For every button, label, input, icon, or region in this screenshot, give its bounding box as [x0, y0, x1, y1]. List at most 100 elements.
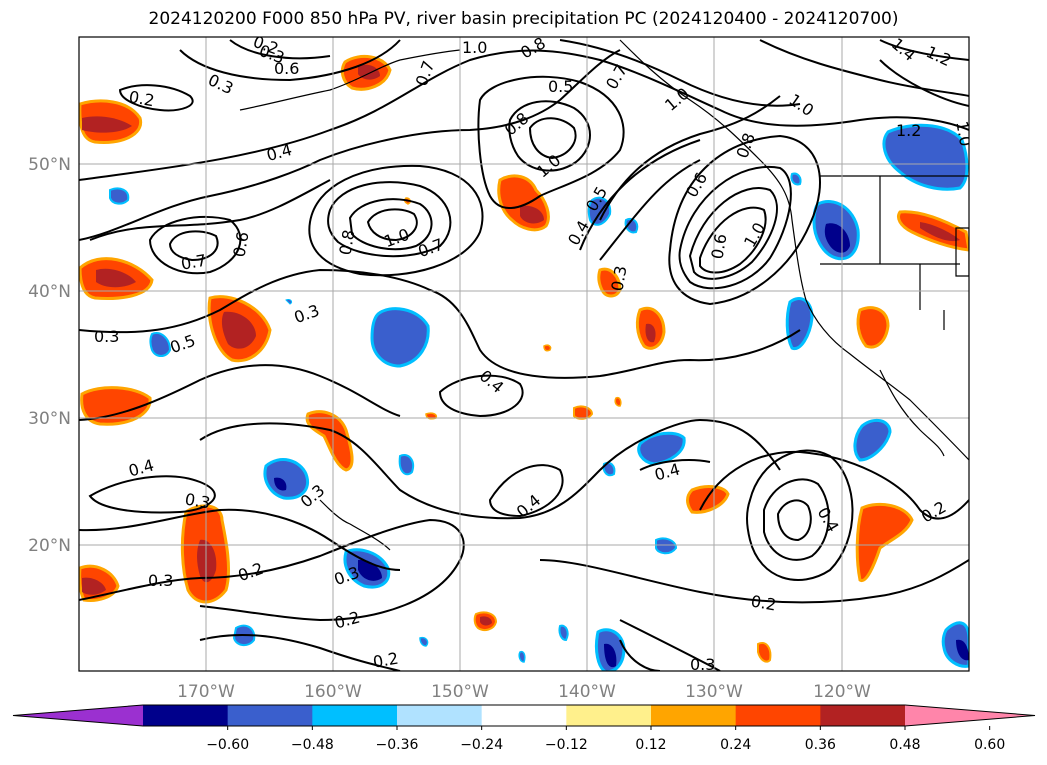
colorbar-tick-label: −0.60 [206, 737, 249, 753]
precip-positive-blob [686, 485, 730, 514]
lat-tick-labels: 20°N 30°N 40°N 50°N [28, 155, 71, 556]
pv-contour [79, 518, 465, 622]
pv-contour [229, 39, 331, 60]
precip-negative-blob [785, 297, 814, 351]
contour-label: 0.8 [517, 33, 549, 62]
contour-label: 1.0 [462, 38, 487, 57]
pv-contour [668, 134, 821, 306]
pv-contour [559, 39, 801, 107]
pv-contour [348, 198, 433, 251]
pv-contour [366, 208, 418, 242]
precip-shading [79, 54, 969, 671]
contour-label: 1.4 [888, 34, 920, 65]
colorbar-swatch [227, 705, 313, 726]
precip-positive-blob [180, 504, 231, 604]
pv-contour [88, 475, 216, 514]
contour-label: 0.2 [918, 497, 950, 526]
precip-negative-blob [109, 172, 802, 663]
precip-positive-blob [473, 611, 498, 631]
precip-positive-blob [757, 642, 772, 663]
colorbar-swatch [397, 705, 483, 726]
contour-label: 0.2 [127, 87, 155, 110]
colorbar-tick-label: 0.48 [889, 737, 920, 753]
precip-positive-blob [897, 210, 969, 252]
pv-contour [199, 418, 781, 520]
state-borders [820, 175, 969, 330]
contour-label: 0.2 [372, 649, 400, 672]
lat-tick-label: 50°N [28, 155, 71, 175]
pv-contour [678, 165, 792, 290]
map-frame [78, 36, 970, 672]
lat-tick-label: 40°N [28, 282, 71, 302]
contour-label: 1.0 [381, 225, 411, 252]
pv-contour [79, 268, 801, 379]
contour-label: 0.8 [732, 130, 759, 160]
pv-contour [199, 633, 401, 671]
contour-label: 0.7 [412, 58, 439, 88]
precip-positive-blob [340, 54, 392, 91]
pv-contour [776, 499, 812, 542]
pv-contour [148, 216, 242, 275]
precip-positive-blob [79, 564, 120, 602]
contour-label: 0.7 [602, 61, 631, 93]
pv-contour [763, 478, 830, 561]
precip-positive-blob [79, 257, 154, 300]
coastlines [239, 39, 969, 551]
precip-positive-blob [497, 174, 550, 232]
pv-contour [619, 639, 661, 671]
pv-contour [528, 117, 577, 160]
lon-tick-label: 170°W [177, 682, 235, 702]
contour-label: 0.7 [180, 251, 208, 274]
lat-tick-label: 20°N [28, 536, 71, 556]
pv-contour [168, 230, 219, 262]
colorbar-tick-label: 0.12 [635, 737, 666, 753]
pv-contour [508, 100, 591, 172]
colorbar-tick-label: −0.36 [376, 737, 419, 753]
colorbar-swatch [566, 705, 652, 726]
gridlines [79, 37, 969, 671]
colorbar-swatch [312, 705, 398, 726]
pv-contour [179, 39, 401, 82]
contour-label: 0.2 [235, 559, 265, 586]
precip-positive-blob [207, 295, 272, 363]
contour-label: 0.3 [690, 655, 715, 674]
precip-negative-blob [941, 621, 969, 668]
contour-label: 0.3 [94, 327, 119, 346]
contour-label: 0.8 [335, 228, 358, 256]
colorbar-swatch [820, 705, 906, 726]
pv-contour [619, 619, 721, 671]
precip-positive-blob [635, 306, 666, 350]
pv-contour [599, 159, 701, 261]
coastline-north-america [619, 39, 969, 461]
contour-label: 0.6 [274, 59, 299, 78]
contour-label: 1.2 [923, 42, 954, 70]
precip-negative-blob [812, 200, 860, 261]
colorbar-tick-label: −0.24 [460, 737, 503, 753]
lon-tick-label: 130°W [685, 682, 743, 702]
pv-contour [79, 364, 401, 421]
contour-label: 0.6 [229, 230, 252, 258]
contour-label: 0.3 [148, 571, 173, 590]
colorbar-swatch [735, 705, 821, 726]
pv-contour [599, 95, 781, 221]
contour-label: 0.7 [415, 235, 445, 262]
pv-contour [79, 508, 401, 571]
colorbar-tick-label: −0.48 [291, 737, 334, 753]
lon-tick-label: 120°W [813, 682, 871, 702]
map-content: 0.2 0.3 0.6 0.7 1.0 0.8 0.5 0.7 1.0 1.4 … [79, 33, 975, 674]
contour-label: 1.0 [661, 84, 693, 115]
contour-label: 0.4 [814, 504, 843, 536]
precip-negative-blob [853, 418, 892, 462]
pv-contour [488, 464, 564, 518]
contour-label: 1.0 [952, 120, 975, 148]
pv-contour [79, 49, 969, 181]
contour-label: 0.2 [749, 591, 777, 614]
colorbar-tick-label: 0.36 [805, 737, 836, 753]
contour-label: 0.4 [265, 140, 295, 165]
precip-negative-blob [370, 307, 430, 368]
contour-labels: 0.2 0.3 0.6 0.7 1.0 0.8 0.5 0.7 1.0 1.4 … [94, 33, 975, 674]
coastline-hawaii [319, 499, 391, 551]
pv-contour [89, 179, 331, 241]
precip-positive-blob [855, 503, 914, 583]
coastline-alaska [239, 49, 461, 111]
